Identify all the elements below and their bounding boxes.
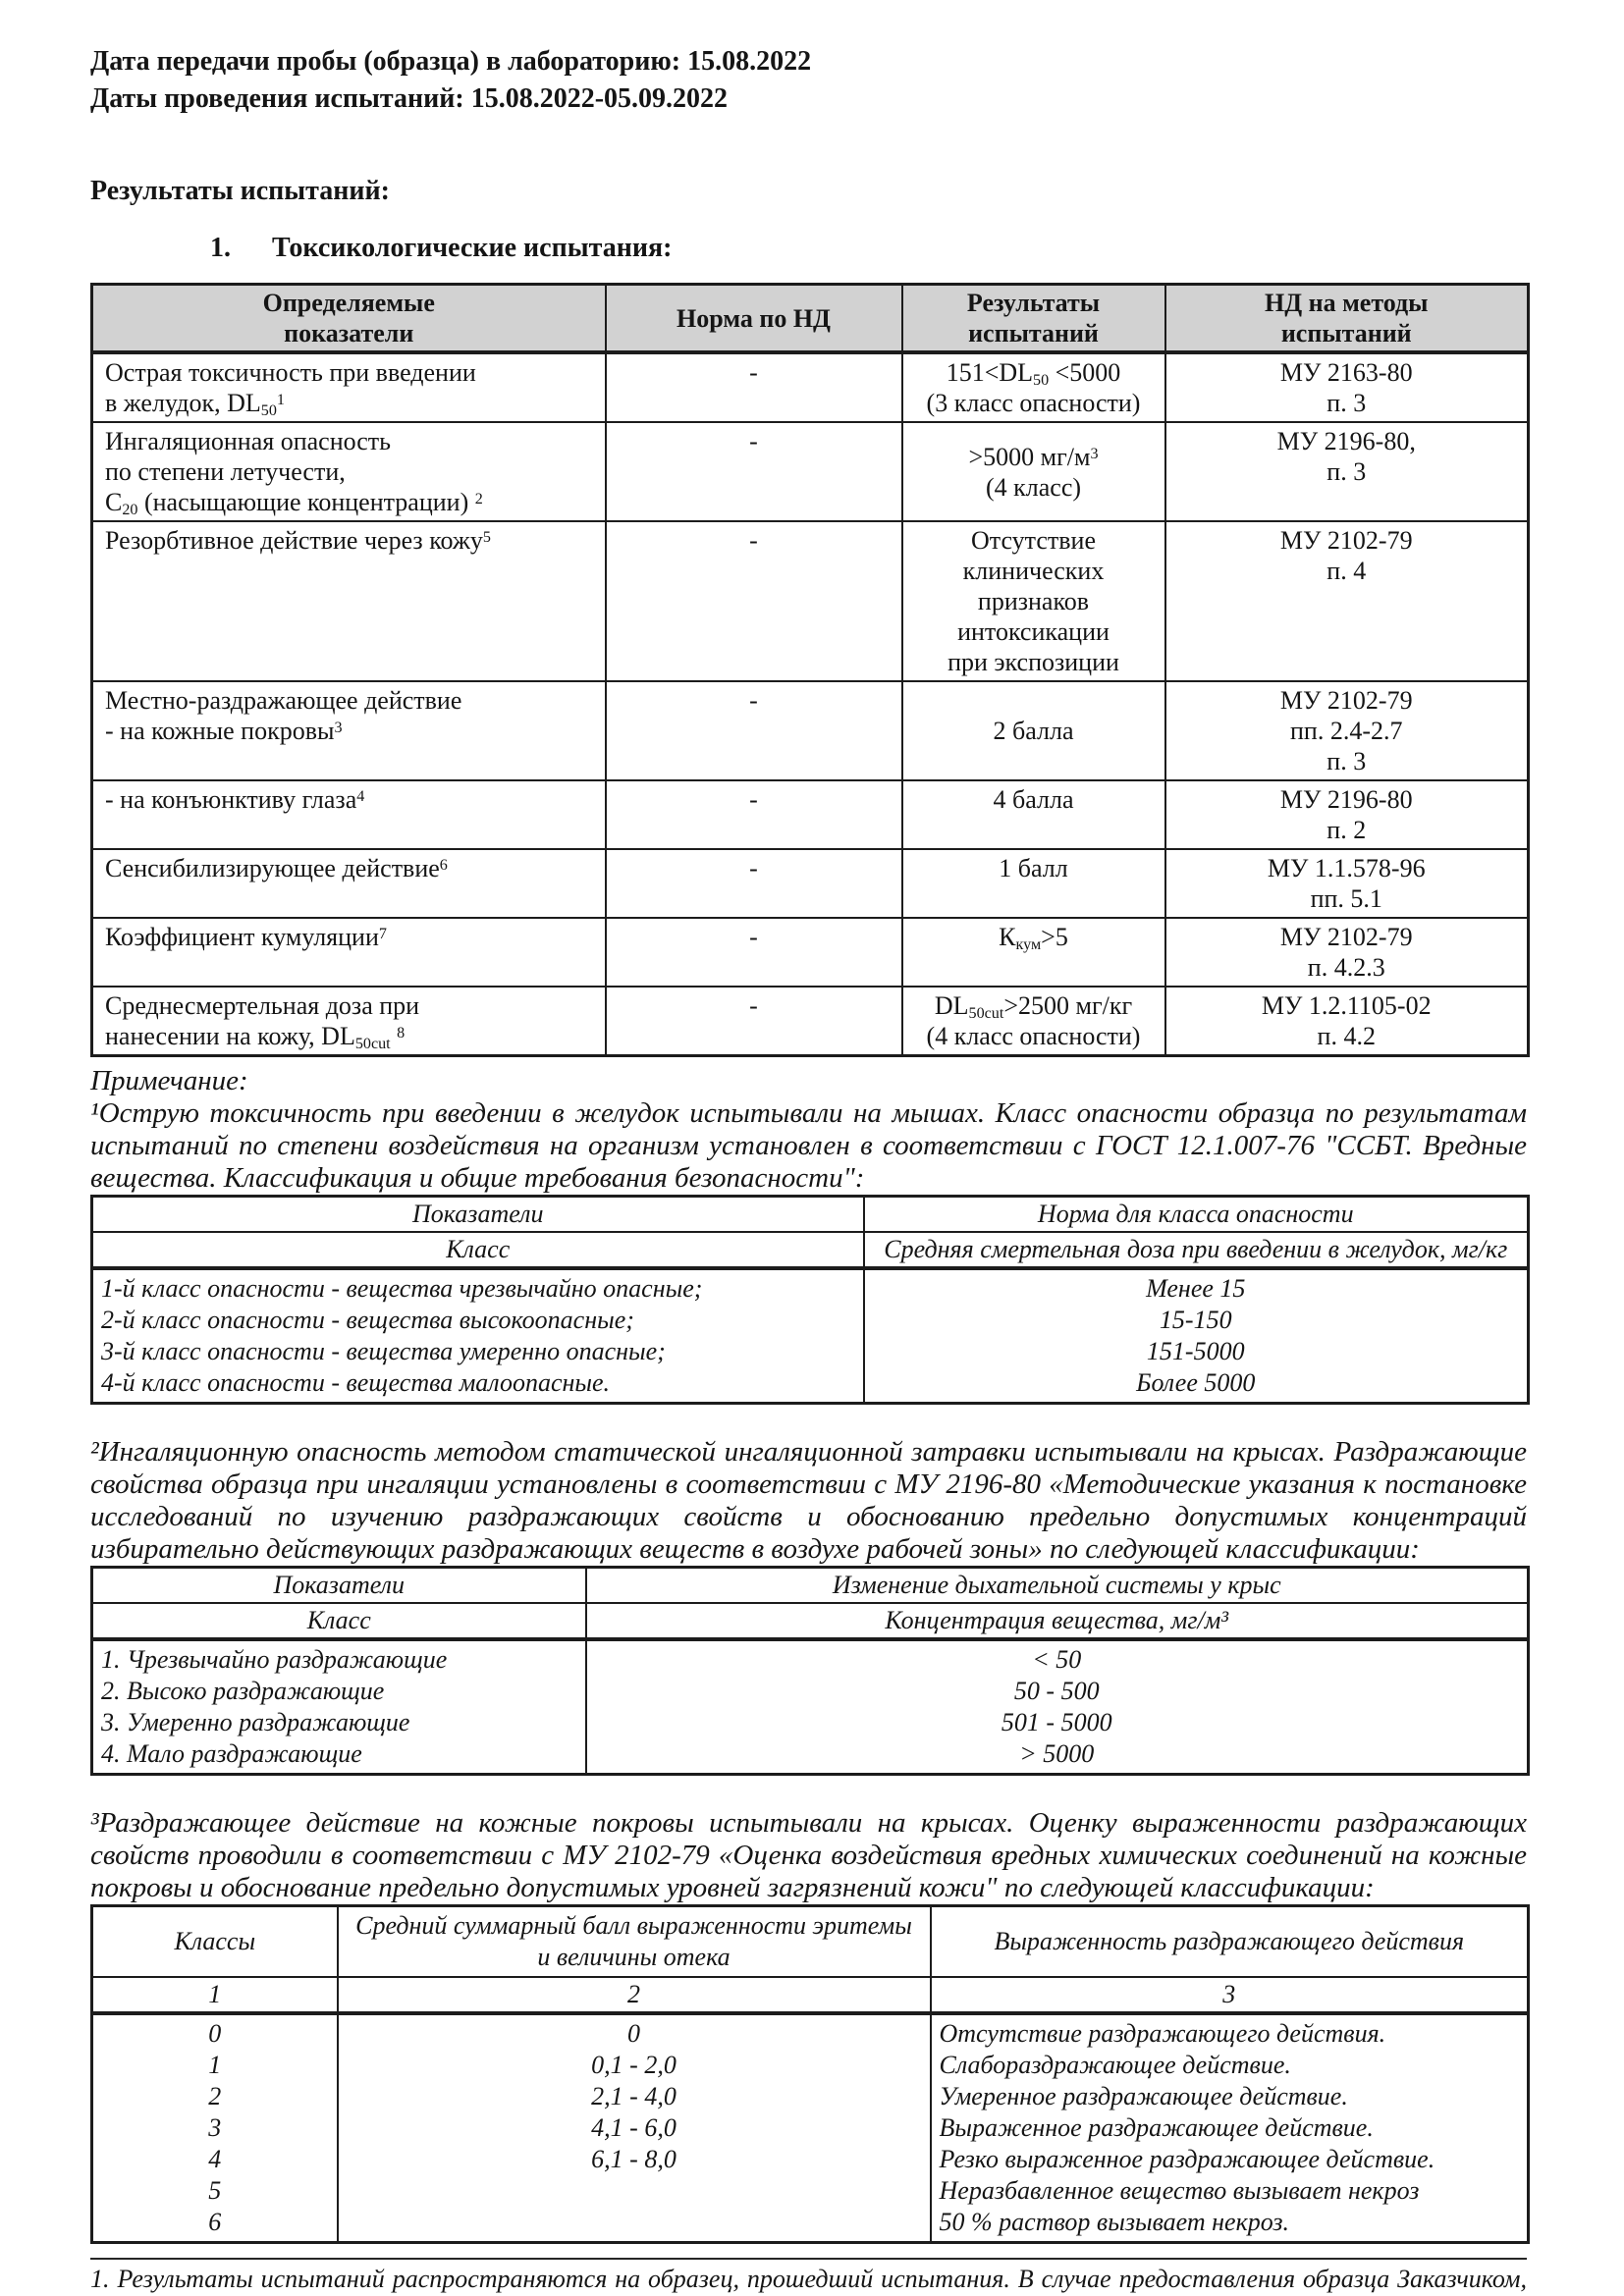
table-subheader-row: Класс Средняя смертельная доза при введе… [90, 1231, 1530, 1270]
cell-method: МУ 2102-79 п. 4 [1164, 520, 1530, 682]
section-title: Токсикологические испытания: [272, 233, 673, 263]
cell-severity-descriptions: Отсутствие раздражающего действия. Слабо… [929, 2011, 1530, 2243]
cell-indicator: Коэффициент кумуляции7 [90, 917, 607, 988]
table-row: Сенсибилизирующее действие6 - 1 балл МУ … [90, 848, 1530, 919]
cell-norm: - [604, 917, 903, 988]
cell-method: МУ 2102-79 п. 4.2.3 [1164, 917, 1530, 988]
cell-method: МУ 1.1.578-96 пп. 5.1 [1164, 848, 1530, 919]
table-row: Резорбтивное действие через кожу5 - Отсу… [90, 520, 1530, 682]
cell-method: МУ 2196-80 п. 2 [1164, 779, 1530, 850]
cell-hazard-classes: 1-й класс опасности - вещества чрезвычай… [90, 1267, 865, 1405]
cell-indicator: Местно-раздражающее действие - на кожные … [90, 680, 607, 781]
cell-method: МУ 2102-79 пп. 2.4-2.7 п. 3 [1164, 680, 1530, 781]
cell-indicator: Острая токсичность при введении в желудок… [90, 351, 607, 423]
cell-norm: - [604, 421, 903, 522]
testing-dates-line: Даты проведения испытаний: 15.08.2022-05… [90, 83, 729, 114]
col-header-severity: Выраженность раздражающего действия [929, 1904, 1530, 1978]
table-row: Местно-раздражающее действие - на кожные … [90, 680, 1530, 781]
section-number: 1. [210, 233, 231, 263]
cell-norm: - [604, 848, 903, 919]
toxicology-results-table: Определяемые показатели Норма по НД Резул… [90, 283, 1530, 1057]
cell-method: МУ 1.2.1105-02 п. 4.2 [1164, 986, 1530, 1057]
cell-result: >5000 мг/м3 (4 класс) [900, 421, 1166, 522]
cell-norm: - [604, 680, 903, 781]
cell-dose-ranges: Менее 15 15-150 151-5000 Более 5000 [862, 1267, 1530, 1405]
inhalation-irritation-table: Показатели Изменение дыхательной системы… [90, 1566, 1530, 1776]
cell-result: 2 балла [900, 680, 1166, 781]
table-subheader-row: Класс Концентрация вещества, мг/м³ [90, 1602, 1530, 1641]
subheader-lethal-dose: Средняя смертельная доза при введении в … [862, 1231, 1530, 1270]
col-header-norm: Норма по НД [604, 283, 903, 354]
col-header-indicators: Определяемые показатели [90, 283, 607, 354]
table-row: 0 1 2 3 4 5 6 0 0,1 - 2,0 2,1 - 4,0 4,1 … [90, 2011, 1530, 2243]
table-header-row: Определяемые показатели Норма по НД Резул… [90, 283, 1530, 354]
cell-indicator: Ингаляционная опасность по степени летуче… [90, 421, 607, 522]
table-header-row: Классы Средний суммарный балл выраженнос… [90, 1904, 1530, 1978]
table-row: Острая токсичность при введении в желудок… [90, 351, 1530, 423]
cell-norm: - [604, 986, 903, 1057]
cell-result: 4 балла [900, 779, 1166, 850]
table-row: 1. Чрезвычайно раздражающие 2. Высоко ра… [90, 1638, 1530, 1776]
col-header-method-docs: НД на методы испытаний [1164, 283, 1530, 354]
column-number-row: 1 2 3 [90, 1975, 1530, 2015]
cell-class-values: 0 1 2 3 4 5 6 [90, 2011, 339, 2243]
skin-irritation-table: Классы Средний суммарный балл выраженнос… [90, 1904, 1530, 2244]
cell-indicator: Резорбтивное действие через кожу5 [90, 520, 607, 682]
footnote-2: ²Ингаляционную опасность методом статиче… [90, 1436, 1527, 1565]
cell-indicator: Сенсибилизирующее действие6 [90, 848, 607, 919]
col-number: 2 [336, 1975, 932, 2015]
cell-method: МУ 2163-80 п. 3 [1164, 351, 1530, 423]
table-header-row: Показатели Изменение дыхательной системы… [90, 1566, 1530, 1604]
col-header-norm-for-class: Норма для класса опасности [862, 1195, 1530, 1233]
results-heading: Результаты испытаний: [90, 176, 390, 206]
table-header-row: Показатели Норма для класса опасности [90, 1195, 1530, 1233]
cell-norm: - [604, 351, 903, 423]
table-row: - на конъюнктиву глаза4 - 4 балла МУ 219… [90, 779, 1530, 850]
separator-line [90, 2257, 1527, 2260]
col-number: 1 [90, 1975, 339, 2015]
subheader-concentration: Концентрация вещества, мг/м³ [584, 1602, 1530, 1641]
col-header-score: Средний суммарный балл выраженности эрит… [336, 1904, 932, 1978]
cell-concentration-ranges: < 50 50 - 500 501 - 5000 > 5000 [584, 1638, 1530, 1776]
cell-indicator: - на конъюнктиву глаза4 [90, 779, 607, 850]
subheader-class: Класс [90, 1602, 587, 1641]
cell-result: Отсутствие клинических признаков интоксик… [900, 520, 1166, 682]
cell-result: DL50cut>2500 мг/кг (4 класс опасности) [900, 986, 1166, 1057]
cell-indicator: Среднесмертельная доза при нанесении на к… [90, 986, 607, 1057]
footnote-1: ¹Острую токсичность при введении в желуд… [90, 1097, 1527, 1194]
cell-score-ranges: 0 0,1 - 2,0 2,1 - 4,0 4,1 - 6,0 6,1 - 8,… [336, 2011, 932, 2243]
table-row: Ингаляционная опасность по степени летуче… [90, 421, 1530, 522]
table-row: Среднесмертельная доза при нанесении на к… [90, 986, 1530, 1057]
table-row: 1-й класс опасности - вещества чрезвычай… [90, 1267, 1530, 1405]
cell-result: Ккум>5 [900, 917, 1166, 988]
col-header-indicators: Показатели [90, 1195, 865, 1233]
col-header-indicators: Показатели [90, 1566, 587, 1604]
section-heading: 1. Токсикологические испытания: [90, 232, 1527, 265]
cell-norm: - [604, 520, 903, 682]
subheader-class: Класс [90, 1231, 865, 1270]
footer-note-1: 1. Результаты испытаний распространяются… [90, 2264, 1527, 2296]
cell-result: 151<DL50 <5000 (3 класс опасности) [900, 351, 1166, 423]
cell-method: МУ 2196-80, п. 3 [1164, 421, 1530, 522]
col-header-classes: Классы [90, 1904, 339, 1978]
table-row: Коэффициент кумуляции7 - Ккум>5 МУ 2102-… [90, 917, 1530, 988]
cell-irritation-classes: 1. Чрезвычайно раздражающие 2. Высоко ра… [90, 1638, 587, 1776]
col-header-results: Результаты испытаний [900, 283, 1166, 354]
hazard-class-table: Показатели Норма для класса опасности Кл… [90, 1195, 1530, 1405]
transfer-date-line: Дата передачи пробы (образца) в лаборато… [90, 46, 812, 77]
cell-result: 1 балл [900, 848, 1166, 919]
col-header-respiratory-change: Изменение дыхательной системы у крыс [584, 1566, 1530, 1604]
col-number: 3 [929, 1975, 1530, 2015]
cell-norm: - [604, 779, 903, 850]
note-label: Примечание: [90, 1065, 248, 1096]
footnote-3: ³Раздражающее действие на кожные покровы… [90, 1807, 1527, 1903]
